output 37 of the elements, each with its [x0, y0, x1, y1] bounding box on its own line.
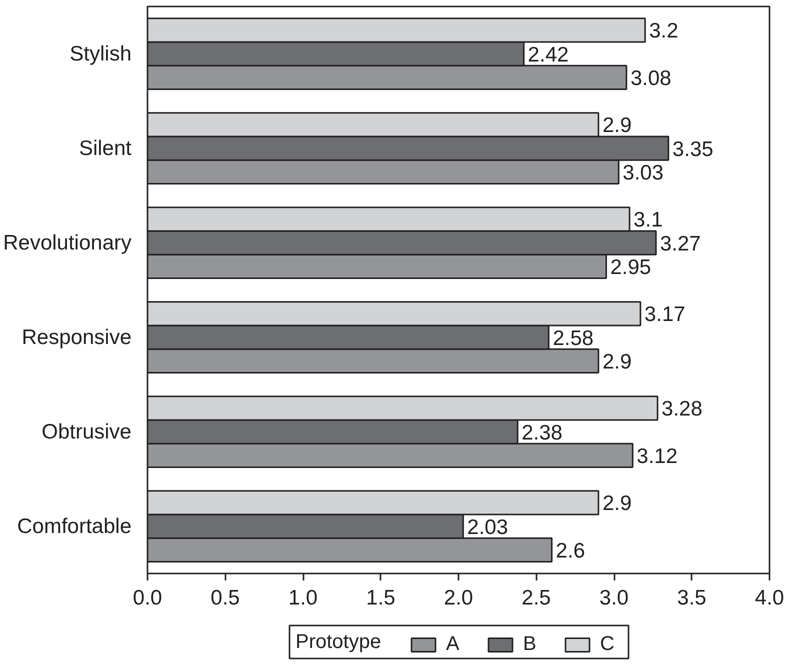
legend-title: Prototype [296, 631, 382, 653]
data-label: 2.9 [602, 350, 632, 374]
y-tick-label: Responsive [22, 326, 132, 349]
data-label: 2.58 [552, 326, 594, 350]
data-label: 3.28 [662, 398, 702, 421]
data-label: 3.1 [634, 208, 663, 232]
legend-label: B [523, 633, 538, 656]
y-tick-label: Comfortable [17, 514, 132, 538]
data-label: 2.6 [556, 539, 586, 562]
y-tick-label: Obtrusive [42, 420, 132, 444]
x-tick-label: 0.5 [210, 586, 240, 610]
x-tick-label: 3.5 [677, 586, 706, 610]
data-label: 3.35 [672, 138, 714, 161]
data-label: 3.03 [622, 161, 664, 184]
data-label: 2.9 [602, 492, 632, 516]
x-tick-label: 3.0 [599, 586, 629, 610]
data-label: 3.08 [630, 66, 672, 90]
data-label: 3.17 [644, 303, 686, 326]
y-tick-label: Silent [78, 136, 132, 160]
legend-label: C [600, 633, 616, 656]
data-label: 2.03 [467, 516, 508, 539]
x-tick-label: 1.0 [288, 586, 318, 610]
x-tick-label: 0.0 [132, 586, 162, 610]
data-label: 2.9 [602, 114, 632, 138]
data-label: 2.95 [610, 256, 652, 279]
data-label: 2.38 [522, 421, 562, 444]
data-label: 3.27 [660, 232, 701, 256]
data-label: 3.2 [649, 20, 678, 43]
legend-label: A [446, 633, 460, 656]
x-tick-label: 4.0 [754, 586, 784, 610]
x-tick-label: 1.5 [366, 586, 396, 610]
data-label: 3.12 [636, 444, 678, 468]
y-tick-label: Revolutionary [3, 231, 132, 254]
data-label: 2.42 [528, 43, 569, 66]
x-tick-label: 2.5 [522, 586, 551, 610]
y-tick-label: Stylish [70, 42, 132, 66]
x-tick-label: 2.0 [444, 586, 474, 610]
